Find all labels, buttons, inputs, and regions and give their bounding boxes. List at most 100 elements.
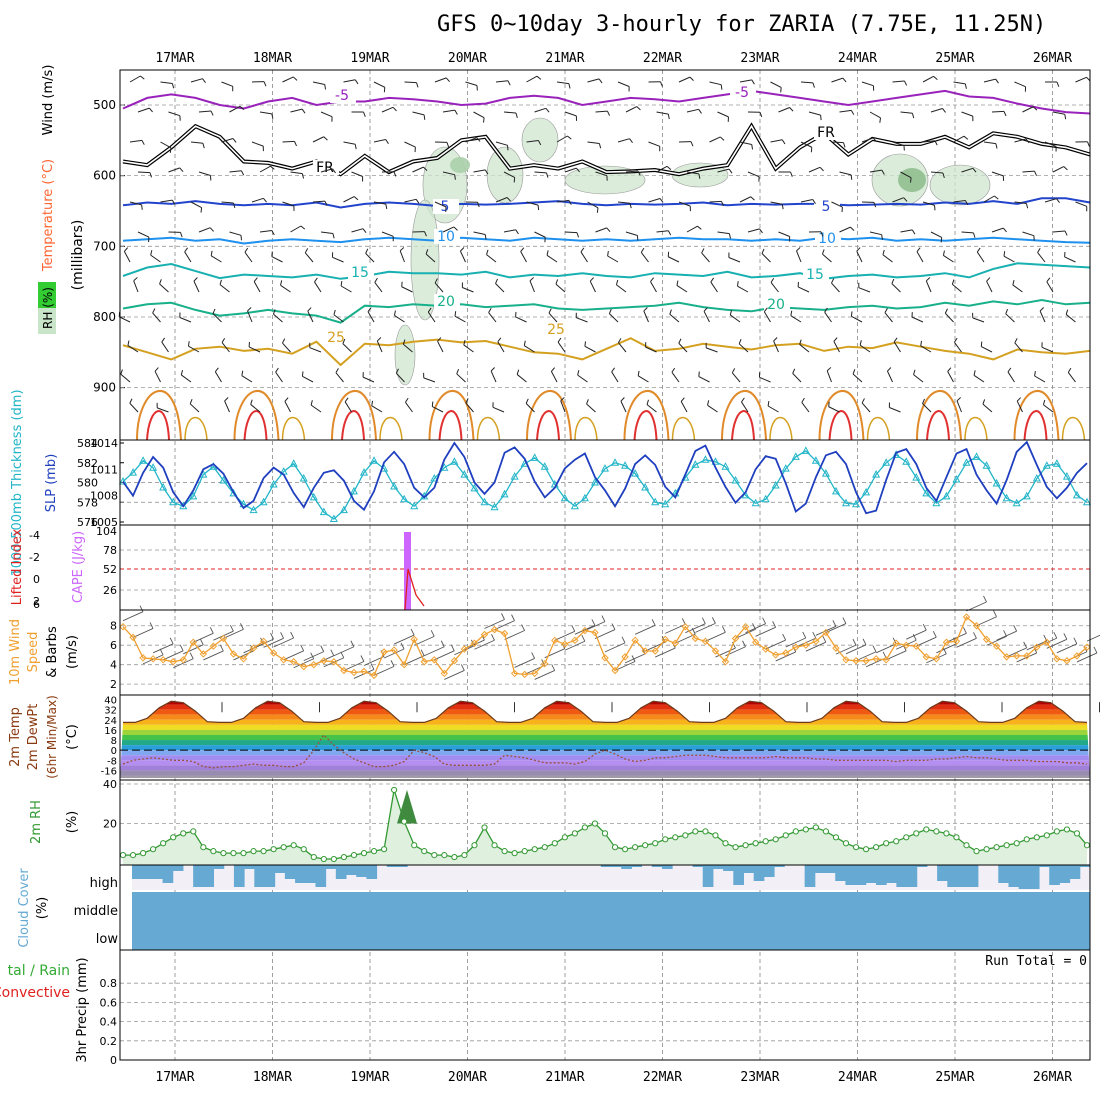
- upper-wind-barb: [1065, 314, 1076, 323]
- lifted-index-tick-label: -4: [29, 529, 40, 542]
- temp-band: [120, 775, 1090, 778]
- upper-wind-barb: [646, 404, 657, 413]
- cloud-high-bar: [1079, 865, 1091, 867]
- isotherm-label-bg: [814, 125, 840, 140]
- upper-wind-barb: [454, 315, 466, 323]
- upper-wind-barb: [800, 81, 814, 84]
- upper-wind-barb: [861, 402, 871, 413]
- upper-wind-barb-feather: [416, 82, 419, 88]
- upper-wind-barb: [625, 170, 638, 173]
- wind-speed-marker: [782, 649, 790, 657]
- wind-barb-feather: [511, 614, 515, 621]
- rh-marker: [521, 848, 528, 855]
- upper-wind-barb-feather: [232, 138, 237, 143]
- upper-wind-barb: [381, 106, 394, 113]
- isotherm-loop: [721, 390, 767, 441]
- upper-wind-barb: [1052, 166, 1064, 173]
- upper-wind-barb-feather: [643, 307, 648, 312]
- upper-wind-barb: [137, 171, 151, 174]
- upper-wind-barb-feather: [263, 81, 267, 87]
- rh-marker: [531, 846, 538, 853]
- cloud-high-bar: [1059, 865, 1071, 883]
- upper-wind-barb-feather: [385, 203, 388, 210]
- wind-barb: [805, 641, 827, 652]
- upper-wind-barb: [463, 344, 474, 353]
- upper-wind-barb: [229, 170, 242, 173]
- wind10m-axis-label: (m/s): [65, 635, 80, 669]
- wind-barb: [634, 624, 656, 635]
- thickness-marker: [892, 450, 901, 458]
- upper-wind-barb: [221, 81, 233, 87]
- upper-wind-barb-feather: [353, 196, 359, 201]
- upper-wind-barb-feather: [344, 397, 349, 403]
- rh-marker: [792, 828, 799, 835]
- wind-speed-marker: [601, 654, 609, 662]
- upper-wind-barb: [198, 227, 211, 233]
- thickness-marker: [249, 505, 258, 514]
- upper-wind-barb-feather: [995, 78, 999, 84]
- upper-wind-barb-feather: [576, 232, 580, 238]
- rh-marker: [491, 842, 498, 849]
- rh-shading-dense: [898, 168, 926, 192]
- upper-wind-barb: [800, 141, 813, 148]
- cloud-high-bar: [825, 865, 836, 873]
- upper-wind-barb: [892, 80, 905, 83]
- wind-speed-marker: [119, 622, 127, 631]
- upper-wind-barb-feather: [219, 279, 222, 285]
- cloud-high-bar: [305, 865, 316, 883]
- upper-wind-barb-feather: [423, 166, 428, 171]
- temp2m-axis-label: (6hr Min/Max): [45, 695, 59, 779]
- wind-speed-marker: [751, 638, 760, 646]
- upper-wind-barb: [595, 110, 608, 113]
- temp-tick-label: 16: [104, 726, 117, 737]
- wind-barb: [765, 639, 786, 650]
- upper-wind-barb: [1003, 255, 1015, 263]
- upper-wind-barb: [282, 342, 291, 353]
- upper-wind-barb-feather: [1064, 230, 1068, 236]
- wind-barb-feather: [1073, 637, 1078, 645]
- upper-wind-barb-feather: [127, 340, 130, 346]
- wind-barb-feather: [440, 640, 445, 647]
- upper-wind-barb-feather: [925, 277, 931, 282]
- upper-wind-barb: [856, 250, 863, 263]
- precip-tick-label: 0.2: [100, 1035, 118, 1048]
- wind-barb-feather: [701, 617, 706, 624]
- slp-tick-label: 1008: [90, 490, 118, 503]
- upper-wind-barb: [290, 108, 303, 113]
- upper-wind-barb-feather: [477, 202, 480, 208]
- wind-barb-feather: [501, 613, 505, 620]
- wind-barb-feather: [772, 621, 777, 628]
- wind-speed-marker: [400, 660, 408, 669]
- upper-wind-barb-feather: [963, 135, 969, 140]
- upper-wind-barb-feather: [606, 227, 611, 232]
- thickness-marker: [510, 472, 519, 480]
- wind-barb-feather: [420, 649, 425, 656]
- wind-barb-feather: [1003, 630, 1007, 637]
- upper-wind-barb: [747, 171, 760, 178]
- isotherm-label: 20: [437, 294, 455, 310]
- thickness-marker: [1082, 497, 1092, 506]
- lifted-index-tick-label: 0: [33, 573, 40, 586]
- rh-marker: [300, 846, 307, 853]
- upper-wind-barb: [869, 169, 882, 173]
- upper-wind-barb-feather: [666, 165, 672, 171]
- upper-wind-barb: [645, 346, 657, 353]
- upper-wind-barb: [564, 231, 578, 234]
- upper-wind-barb: [739, 79, 752, 83]
- thickness-marker: [530, 453, 539, 461]
- upper-wind-barb-feather: [171, 199, 176, 205]
- upper-wind-barb-feather: [323, 136, 328, 141]
- upper-wind-barb-feather: [152, 308, 156, 314]
- wind-speed-marker: [380, 648, 388, 656]
- upper-wind-barb: [587, 201, 599, 209]
- slp-tick-label: 1005: [90, 516, 118, 529]
- wind-barb: [604, 642, 626, 653]
- wind-speed-marker: [862, 657, 870, 665]
- upper-wind-barb-feather: [506, 197, 511, 202]
- upper-wind-barb: [250, 404, 261, 413]
- upper-wind-barb: [589, 280, 596, 293]
- upper-wind-barb: [129, 201, 142, 206]
- pressure-tick-label: 500: [93, 98, 116, 112]
- upper-wind-barb-feather: [720, 136, 725, 141]
- wind-speed-marker: [912, 642, 920, 650]
